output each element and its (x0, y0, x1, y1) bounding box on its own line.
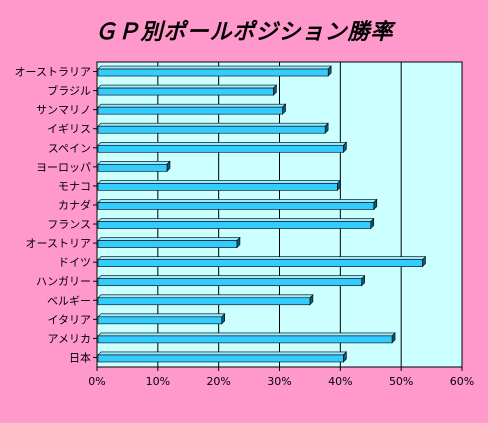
bar (97, 236, 241, 249)
y-axis-labels: オーストラリアブラジルサンマリノイギリススペインヨーロッパモナコカナダフランスオ… (15, 66, 97, 364)
bar-top (97, 180, 342, 184)
bar (97, 122, 329, 134)
category-label: イギリス (47, 123, 91, 136)
bar-top (97, 65, 332, 70)
bar (97, 332, 396, 344)
bar-face (97, 87, 274, 96)
bar-face (97, 202, 375, 210)
bar (97, 103, 287, 115)
bar-face (97, 240, 238, 248)
bar (97, 141, 348, 154)
bar-face (97, 125, 326, 134)
bar (97, 160, 171, 173)
bar-top (97, 122, 329, 127)
category-label: オーストリア (26, 237, 91, 250)
bar-top (97, 161, 171, 165)
x-tick-label: 60% (450, 375, 474, 388)
bar (97, 179, 342, 192)
bar (97, 351, 348, 363)
category-label: ベルギー (47, 294, 91, 307)
bar-face (97, 259, 423, 267)
bar-top (97, 351, 348, 356)
bar-face (97, 68, 329, 77)
x-tick-label: 50% (389, 375, 413, 388)
bar-face (97, 335, 393, 344)
bar-face (97, 297, 311, 306)
category-label: ハンガリー (36, 275, 91, 288)
x-tick-label: 0% (88, 375, 105, 388)
bar (97, 217, 375, 230)
bar-face (97, 144, 344, 153)
bar-face (97, 354, 344, 363)
category-label: モナコ (58, 180, 91, 193)
bar-face (97, 164, 168, 172)
x-tick-label: 20% (206, 375, 230, 388)
category-label: ドイツ (58, 256, 91, 269)
category-label: ヨーロッパ (36, 161, 91, 174)
bar (97, 84, 278, 96)
category-label: オーストラリア (15, 66, 91, 79)
bar-face (97, 316, 223, 325)
bar-top (97, 218, 375, 222)
bar (97, 198, 378, 211)
bar-top (97, 256, 427, 260)
bar-top (97, 313, 226, 318)
x-tick-label: 30% (267, 375, 291, 388)
category-label: フランス (47, 218, 91, 231)
bar-top (97, 141, 348, 146)
bar (97, 65, 332, 77)
chart-title: ＧＰ別ポールポジション勝率 (94, 20, 394, 45)
bar-top (97, 103, 287, 108)
category-label: アメリカ (48, 332, 91, 345)
category-label: サンマリノ (36, 104, 91, 117)
bars (97, 65, 427, 363)
bar-face (97, 278, 362, 287)
bar (97, 294, 314, 306)
bar (97, 255, 427, 268)
x-axis-labels: 0% 10% 20% 30% 40% 50% 60% (88, 375, 474, 388)
bar-face (97, 183, 338, 191)
category-label: スペイン (48, 142, 91, 155)
bar-top (97, 275, 366, 280)
bar-face (97, 106, 283, 115)
bar-face (97, 221, 372, 229)
bar-top (97, 237, 241, 241)
category-label: イタリア (47, 313, 91, 326)
bar-top (97, 199, 378, 203)
bar (97, 313, 226, 325)
bar-top (97, 84, 278, 89)
category-label: 日本 (69, 350, 91, 364)
bar-top (97, 332, 396, 337)
category-label: ブラジル (47, 84, 91, 98)
x-tick-label: 40% (328, 375, 352, 388)
x-tick-label: 10% (146, 375, 170, 388)
category-label: カナダ (58, 198, 91, 212)
bar (97, 274, 366, 287)
bar-top (97, 294, 314, 299)
